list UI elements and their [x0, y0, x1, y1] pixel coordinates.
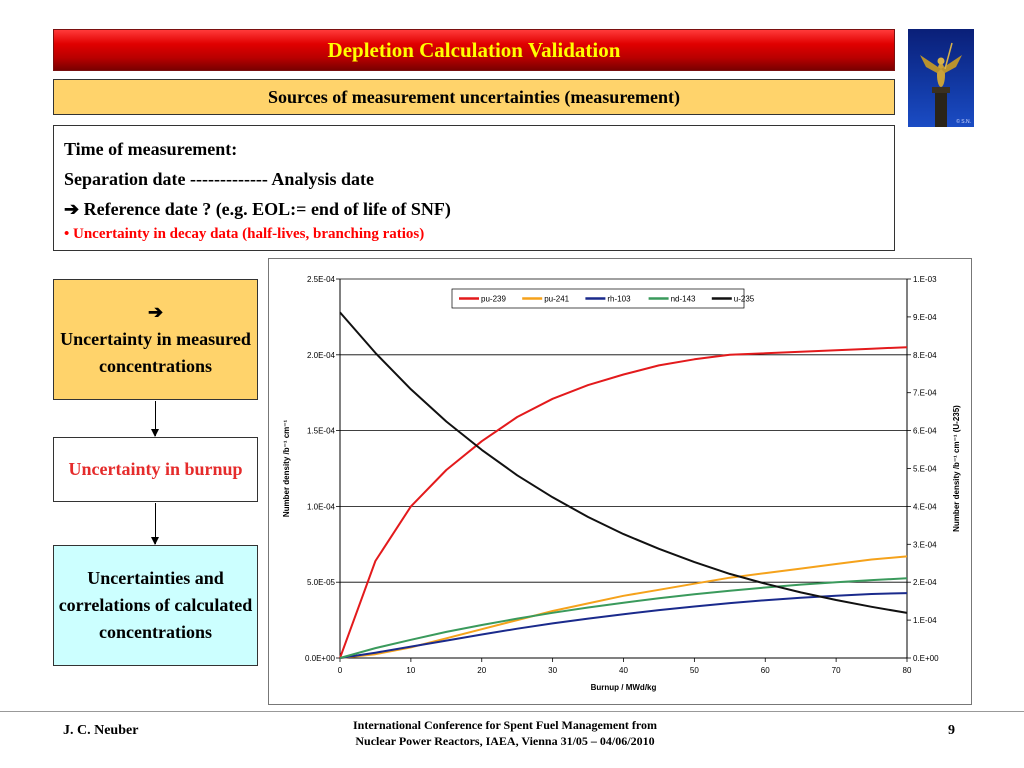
- x-tick-label: 70: [832, 666, 841, 675]
- y-tick-label: 0.0E+00: [305, 654, 336, 663]
- y2-tick-label: 0.E+00: [913, 654, 939, 663]
- series-line-u-235: [339, 311, 908, 614]
- series-line-nd-143: [339, 577, 908, 659]
- measured-concentrations-label: Uncertainty in measured concentrations: [60, 329, 251, 376]
- calculated-concentrations-box: Uncertainties and correlations of calcul…: [53, 545, 258, 666]
- footer-conference-line1: International Conference for Spent Fuel …: [353, 718, 657, 732]
- slide-title: Depletion Calculation Validation: [53, 29, 895, 71]
- x-tick-label: 0: [338, 666, 343, 675]
- series-line-rh-103: [339, 592, 908, 659]
- chart-svg: 0.0E+00 5.0E-05 1.0E-04 1.5E-04 2.0E-04 2.5E-…: [282, 275, 961, 692]
- y2-tick-label: 3.E-04: [913, 540, 937, 549]
- footer-conference: International Conference for Spent Fuel …: [280, 717, 730, 749]
- legend-label-rh-103: rh-103: [607, 295, 631, 304]
- x-tick-label: 40: [619, 666, 628, 675]
- x-tick-label: 10: [406, 666, 415, 675]
- legend-label-pu-239: pu-239: [481, 295, 506, 304]
- y2-tick-label: 8.E-04: [913, 351, 937, 360]
- y-tick-label: 2.0E-04: [307, 351, 336, 360]
- photo-credit: © S.N.: [956, 119, 971, 125]
- calculated-concentrations-label: Uncertainties and correlations of calcul…: [58, 568, 253, 642]
- flow-arrow-2: [151, 503, 159, 545]
- page-number: 9: [948, 723, 955, 738]
- separation-analysis-line: Separation date ------------- Analysis d…: [64, 169, 374, 189]
- series-line-pu-241: [339, 555, 908, 659]
- y-tick-label: 1.5E-04: [307, 427, 336, 436]
- measurement-info-box: Time of measurement: Separation date ---…: [53, 125, 895, 251]
- time-of-measurement-label: Time of measurement:: [64, 139, 238, 159]
- x-tick-label: 80: [903, 666, 912, 675]
- y2-tick-label: 9.E-04: [913, 313, 937, 322]
- y2-tick-label: 7.E-04: [913, 389, 937, 398]
- footer-conference-line2: Nuclear Power Reactors, IAEA, Vienna 31/…: [355, 734, 655, 748]
- golden-statue-icon: [920, 42, 962, 127]
- flow-arrow-1: [151, 401, 159, 437]
- number-density-chart: 0.0E+00 5.0E-05 1.0E-04 1.5E-04 2.0E-04 2.5E-…: [268, 258, 972, 705]
- statue-photo: © S.N.: [908, 29, 974, 127]
- y2-tick-label: 1.E-03: [913, 275, 937, 284]
- y2-tick-label: 6.E-04: [913, 427, 937, 436]
- x-tick-label: 60: [761, 666, 770, 675]
- y2-tick-label: 2.E-04: [913, 578, 937, 587]
- footer-author: J. C. Neuber: [63, 723, 139, 738]
- y-tick-label: 1.0E-04: [307, 502, 336, 511]
- x-tick-label: 20: [477, 666, 486, 675]
- decay-data-uncertainty-bullet: • Uncertainty in decay data (half-lives,…: [64, 226, 425, 242]
- y2-tick-label: 1.E-04: [913, 616, 937, 625]
- footer-divider: [0, 711, 1024, 712]
- burnup-uncertainty-box: Uncertainty in burnup: [53, 437, 258, 502]
- slide-subtitle: Sources of measurement uncertainties (me…: [53, 79, 895, 115]
- measured-concentrations-box: ➔ Uncertainty in measured concentrations: [53, 279, 258, 400]
- y-tick-label: 2.5E-04: [307, 275, 336, 284]
- legend-label-nd-143: nd-143: [671, 295, 696, 304]
- x-tick-label: 30: [548, 666, 557, 675]
- right-arrow-icon: ➔: [147, 302, 164, 322]
- burnup-uncertainty-label: Uncertainty in burnup: [68, 459, 243, 479]
- legend-label-pu-241: pu-241: [544, 295, 569, 304]
- reference-date-line: ➔ Reference date ? (e.g. EOL:= end of li…: [64, 199, 451, 219]
- y2-tick-label: 5.E-04: [913, 465, 937, 474]
- legend-label-u-235: u-235: [734, 295, 755, 304]
- y-axis-label: Number density /b⁻¹ cm⁻¹: [282, 419, 291, 517]
- x-tick-label: 50: [690, 666, 699, 675]
- y2-axis-label: Number density /b⁻¹ cm⁻¹ (U-235): [952, 405, 961, 532]
- y2-tick-label: 4.E-04: [913, 502, 937, 511]
- series-line-pu-239: [339, 346, 908, 659]
- y-tick-label: 5.0E-05: [307, 578, 336, 587]
- x-axis-label: Burnup / MWd/kg: [591, 683, 657, 692]
